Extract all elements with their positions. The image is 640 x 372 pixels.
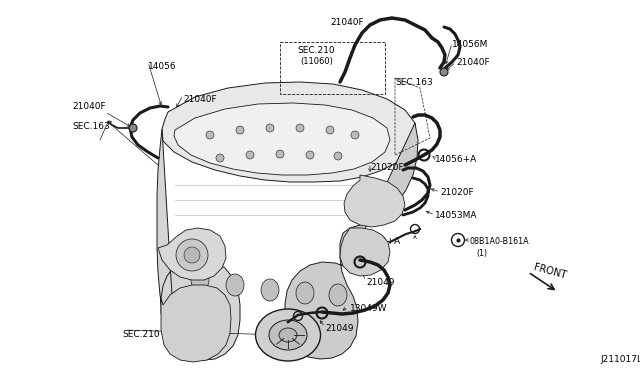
Polygon shape <box>285 123 418 359</box>
Text: J211017L: J211017L <box>600 355 640 364</box>
Text: 21020F: 21020F <box>440 188 474 197</box>
Text: 21049: 21049 <box>325 324 353 333</box>
Text: SEC.210: SEC.210 <box>297 46 335 55</box>
Text: SEC.163: SEC.163 <box>72 122 109 131</box>
Text: 14056M: 14056M <box>452 40 488 49</box>
Polygon shape <box>162 82 415 182</box>
Text: 21020F: 21020F <box>370 163 404 172</box>
Text: (11060): (11060) <box>300 57 333 66</box>
Polygon shape <box>158 228 226 280</box>
Circle shape <box>206 131 214 139</box>
Circle shape <box>184 247 200 263</box>
Text: 13049W: 13049W <box>350 304 387 313</box>
Text: 21040F: 21040F <box>330 18 364 27</box>
Text: 21040F: 21040F <box>456 58 490 67</box>
Text: 21049+A: 21049+A <box>358 237 400 246</box>
Circle shape <box>176 239 208 271</box>
Circle shape <box>296 124 304 132</box>
Text: 14056: 14056 <box>148 62 177 71</box>
Ellipse shape <box>269 320 307 350</box>
Text: (1): (1) <box>476 249 487 258</box>
Text: 21049: 21049 <box>366 278 394 287</box>
Circle shape <box>129 124 137 132</box>
Text: FRONT: FRONT <box>532 262 567 280</box>
Circle shape <box>216 154 224 162</box>
Ellipse shape <box>226 274 244 296</box>
Ellipse shape <box>261 279 279 301</box>
Circle shape <box>351 131 359 139</box>
Ellipse shape <box>191 269 209 291</box>
Text: 14056+A: 14056+A <box>435 155 477 164</box>
Text: 14053MA: 14053MA <box>435 211 477 220</box>
Ellipse shape <box>279 328 297 342</box>
Ellipse shape <box>296 282 314 304</box>
Polygon shape <box>344 175 405 227</box>
Polygon shape <box>340 228 390 276</box>
Ellipse shape <box>329 284 347 306</box>
Circle shape <box>276 150 284 158</box>
Circle shape <box>326 126 334 134</box>
Ellipse shape <box>255 309 321 361</box>
Circle shape <box>236 126 244 134</box>
Text: 21040F: 21040F <box>183 95 216 104</box>
Polygon shape <box>174 103 390 175</box>
Polygon shape <box>161 285 231 362</box>
Circle shape <box>246 151 254 159</box>
Text: 21040F: 21040F <box>72 102 106 111</box>
Text: SEC.210: SEC.210 <box>122 330 159 339</box>
Bar <box>280 42 385 94</box>
Circle shape <box>266 124 274 132</box>
Circle shape <box>306 151 314 159</box>
Text: SEC.163: SEC.163 <box>395 78 433 87</box>
Polygon shape <box>157 129 240 360</box>
Text: 08B1A0-B161A: 08B1A0-B161A <box>470 237 530 246</box>
Circle shape <box>334 152 342 160</box>
Circle shape <box>440 68 448 76</box>
